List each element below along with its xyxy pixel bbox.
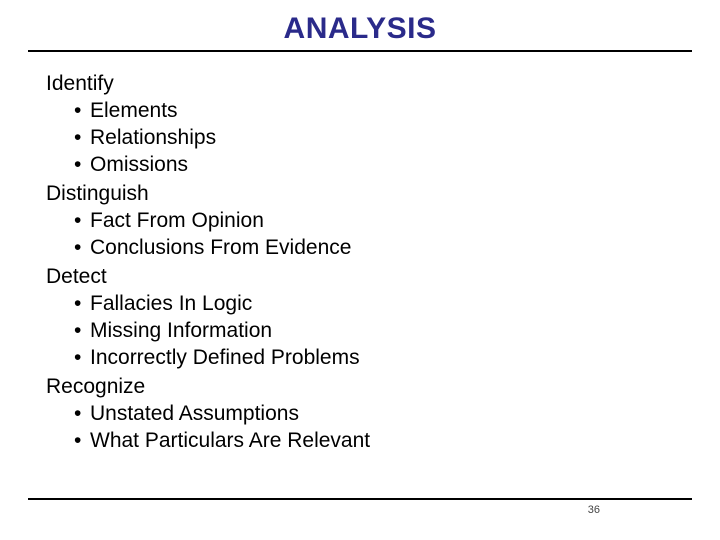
list-item: What Particulars Are Relevant <box>74 427 692 454</box>
list-item: Unstated Assumptions <box>74 400 692 427</box>
section-heading: Recognize <box>46 373 692 400</box>
list-item: Fallacies In Logic <box>74 290 692 317</box>
title-underline: ANALYSIS <box>28 12 692 52</box>
section-heading: Detect <box>46 263 692 290</box>
list-item: Missing Information <box>74 317 692 344</box>
slide: ANALYSIS Identify Elements Relationships… <box>0 0 720 540</box>
content-area: Identify Elements Relationships Omission… <box>28 70 692 454</box>
list-item: Relationships <box>74 124 692 151</box>
section-heading: Distinguish <box>46 180 692 207</box>
list-item: Omissions <box>74 151 692 178</box>
bullet-list: Elements Relationships Omissions <box>46 97 692 178</box>
list-item: Elements <box>74 97 692 124</box>
slide-title: ANALYSIS <box>28 12 692 46</box>
bullet-list: Fallacies In Logic Missing Information I… <box>46 290 692 371</box>
bullet-list: Fact From Opinion Conclusions From Evide… <box>46 207 692 261</box>
list-item: Fact From Opinion <box>74 207 692 234</box>
list-item: Incorrectly Defined Problems <box>74 344 692 371</box>
page-number: 36 <box>588 504 600 516</box>
bullet-list: Unstated Assumptions What Particulars Ar… <box>46 400 692 454</box>
list-item: Conclusions From Evidence <box>74 234 692 261</box>
bottom-rule <box>28 498 692 500</box>
section-heading: Identify <box>46 70 692 97</box>
